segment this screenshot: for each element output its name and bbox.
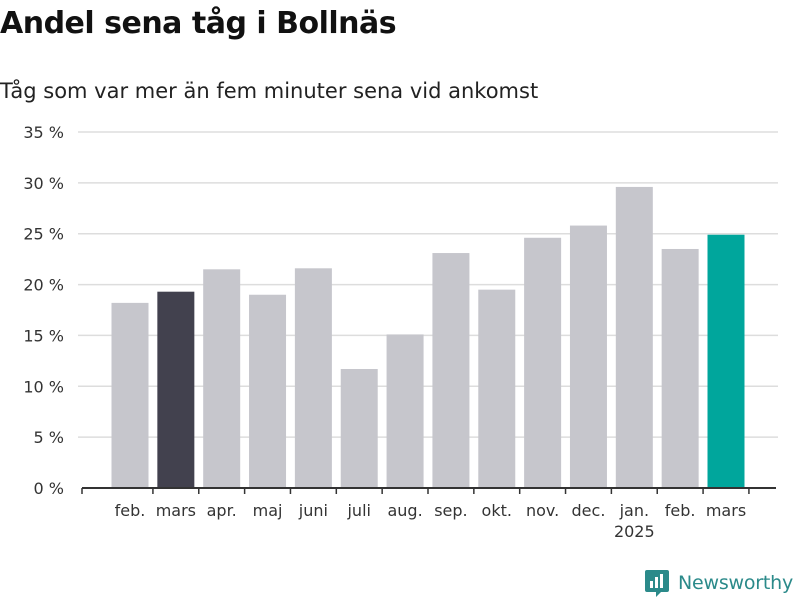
bar: [294, 268, 332, 488]
y-axis-tick-labels: 0 % 5 % 10 % 15 % 20 % 25 % 30 % 35 %: [23, 123, 64, 498]
y-tick-label: 30 %: [23, 174, 64, 193]
bar: [524, 237, 562, 488]
grid-lines: [78, 131, 778, 438]
x-tick-label: jan.: [619, 501, 649, 520]
bar: [707, 234, 745, 488]
bar: [340, 368, 378, 488]
bar: [157, 291, 195, 488]
y-tick-label: 5 %: [34, 428, 64, 447]
y-tick-label: 0 %: [34, 479, 64, 498]
brand-name: Newsworthy: [678, 572, 794, 594]
y-tick-label: 35 %: [23, 123, 64, 142]
bar: [478, 289, 516, 488]
bar: [569, 225, 607, 488]
newsworthy-logo-icon: [645, 570, 669, 597]
x-tick-label: sep.: [434, 501, 467, 520]
y-tick-label: 10 %: [23, 377, 64, 396]
bar: [661, 248, 699, 488]
bars: [111, 186, 745, 488]
bar-chart: 0 %5 %10 %15 %20 %25 %30 %35 % feb. mars a…: [23, 123, 778, 541]
x-tick-label: dec.: [572, 501, 606, 520]
x-tick-label: feb.: [665, 501, 696, 520]
x-tick-label: juni: [298, 501, 328, 520]
bar: [615, 186, 653, 488]
y-tick-label: 15 %: [23, 326, 64, 345]
y-tick-label: 25 %: [23, 225, 64, 244]
x-tick-year-label: 2025: [614, 522, 655, 541]
bar: [249, 294, 287, 488]
bar: [203, 269, 241, 488]
x-tick-label: mars: [706, 501, 746, 520]
chart-subtitle: Tåg som var mer än fem minuter sena vid …: [0, 79, 539, 103]
brand-logo: Newsworthy: [644, 568, 793, 598]
x-tick-label: apr.: [207, 501, 237, 520]
x-tick-label: nov.: [526, 501, 559, 520]
x-tick-label: mars: [156, 501, 196, 520]
x-tick-label: aug.: [387, 501, 422, 520]
x-tick-label: maj: [253, 501, 283, 520]
x-tick-label: okt.: [482, 501, 512, 520]
y-tick-label: 20 %: [23, 276, 64, 295]
x-tick-label: feb.: [115, 501, 146, 520]
chart-title: Andel sena tåg i Bollnäs: [0, 6, 397, 41]
bar: [386, 334, 424, 488]
bar: [111, 302, 149, 488]
bar: [432, 253, 470, 488]
x-axis: feb. mars apr. maj juni juli aug. sep. okt. nov. d…: [81, 487, 776, 541]
x-tick-label: juli: [346, 501, 370, 520]
